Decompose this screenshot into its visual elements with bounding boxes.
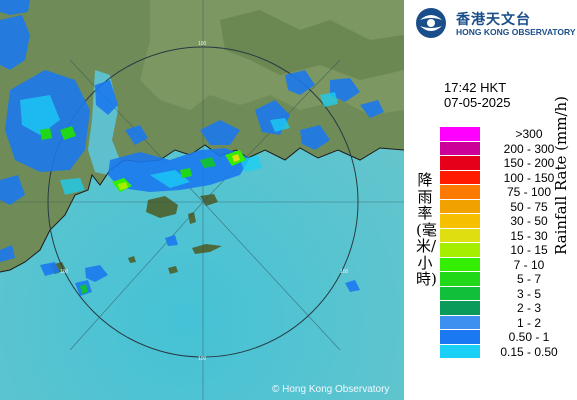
legend-swatch bbox=[440, 344, 480, 359]
logo-name-en: HONG KONG OBSERVATORY bbox=[456, 27, 576, 37]
legend-swatch bbox=[440, 243, 480, 257]
small-island-2 bbox=[128, 256, 136, 263]
legend-label: 3 - 5 bbox=[516, 286, 541, 301]
legend-swatch bbox=[440, 127, 480, 141]
legend-label: 2 - 3 bbox=[516, 301, 541, 315]
legend-panel: 香港天文台 HONG KONG OBSERVATORY 17:42 HKT 07… bbox=[404, 0, 577, 400]
lamma-island bbox=[188, 212, 196, 224]
range-label-south: 100 bbox=[198, 356, 207, 362]
legend-label: 50 - 75 bbox=[510, 199, 548, 214]
range-label-west: 100 bbox=[60, 269, 69, 275]
logo-name-cn: 香港天文台 bbox=[456, 12, 531, 28]
legend-label: 100 - 150 bbox=[503, 170, 555, 185]
range-label-north: 100 bbox=[198, 41, 207, 47]
radar-map-graphic: 100 100 100 100 bbox=[0, 0, 404, 400]
range-label-east: 100 bbox=[340, 269, 349, 275]
small-island-1 bbox=[168, 266, 178, 274]
mainland-hills bbox=[220, 10, 404, 80]
legend-label: 5 - 7 bbox=[516, 272, 541, 286]
legend-swatch bbox=[440, 141, 480, 156]
legend-swatch bbox=[440, 315, 480, 330]
copyright-notice: © Hong Kong Observatory bbox=[272, 384, 390, 395]
timestamp-date: 07-05-2025 bbox=[444, 95, 511, 110]
legend-label: 10 - 15 bbox=[510, 243, 548, 257]
wanshan-islands bbox=[192, 244, 222, 254]
legend-swatch bbox=[440, 257, 480, 272]
legend-label: 75 - 100 bbox=[506, 185, 552, 199]
legend-title-cn: 降雨率(毫米/小時) bbox=[416, 171, 437, 288]
legend-label: 30 - 50 bbox=[510, 214, 548, 228]
legend-label: 1 - 2 bbox=[516, 315, 541, 330]
hko-logo: 香港天文台 HONG KONG OBSERVATORY bbox=[412, 6, 577, 40]
hko-emblem-icon bbox=[416, 8, 446, 38]
legend-label: 0.15 - 0.50 bbox=[500, 344, 558, 359]
legend-label: >300 bbox=[515, 127, 543, 141]
lantau-island bbox=[146, 196, 178, 218]
legend-label: 15 - 30 bbox=[510, 228, 548, 243]
legend-swatch bbox=[440, 286, 480, 301]
legend-swatch bbox=[440, 272, 480, 286]
legend-label: 200 - 300 bbox=[503, 141, 555, 156]
legend-swatch bbox=[440, 330, 480, 344]
legend-swatch bbox=[440, 170, 480, 185]
legend-swatch bbox=[440, 199, 480, 214]
timestamp-time: 17:42 HKT bbox=[444, 80, 507, 95]
coastline bbox=[0, 144, 404, 273]
legend-swatch bbox=[440, 228, 480, 243]
legend-swatch bbox=[440, 156, 480, 170]
legend-swatch bbox=[440, 185, 480, 199]
legend-label: 0.50 - 1 bbox=[508, 330, 550, 344]
legend-label: 7 - 10 bbox=[513, 257, 545, 272]
rain-echo-moderate bbox=[40, 126, 246, 294]
hong-kong-island bbox=[200, 194, 218, 206]
legend-label: 150 - 200 bbox=[503, 156, 555, 170]
radar-map: 100 100 100 100 bbox=[0, 0, 404, 400]
timestamp: 17:42 HKT 07-05-2025 bbox=[444, 80, 511, 110]
legend-swatch bbox=[440, 301, 480, 315]
legend-swatch bbox=[440, 214, 480, 228]
